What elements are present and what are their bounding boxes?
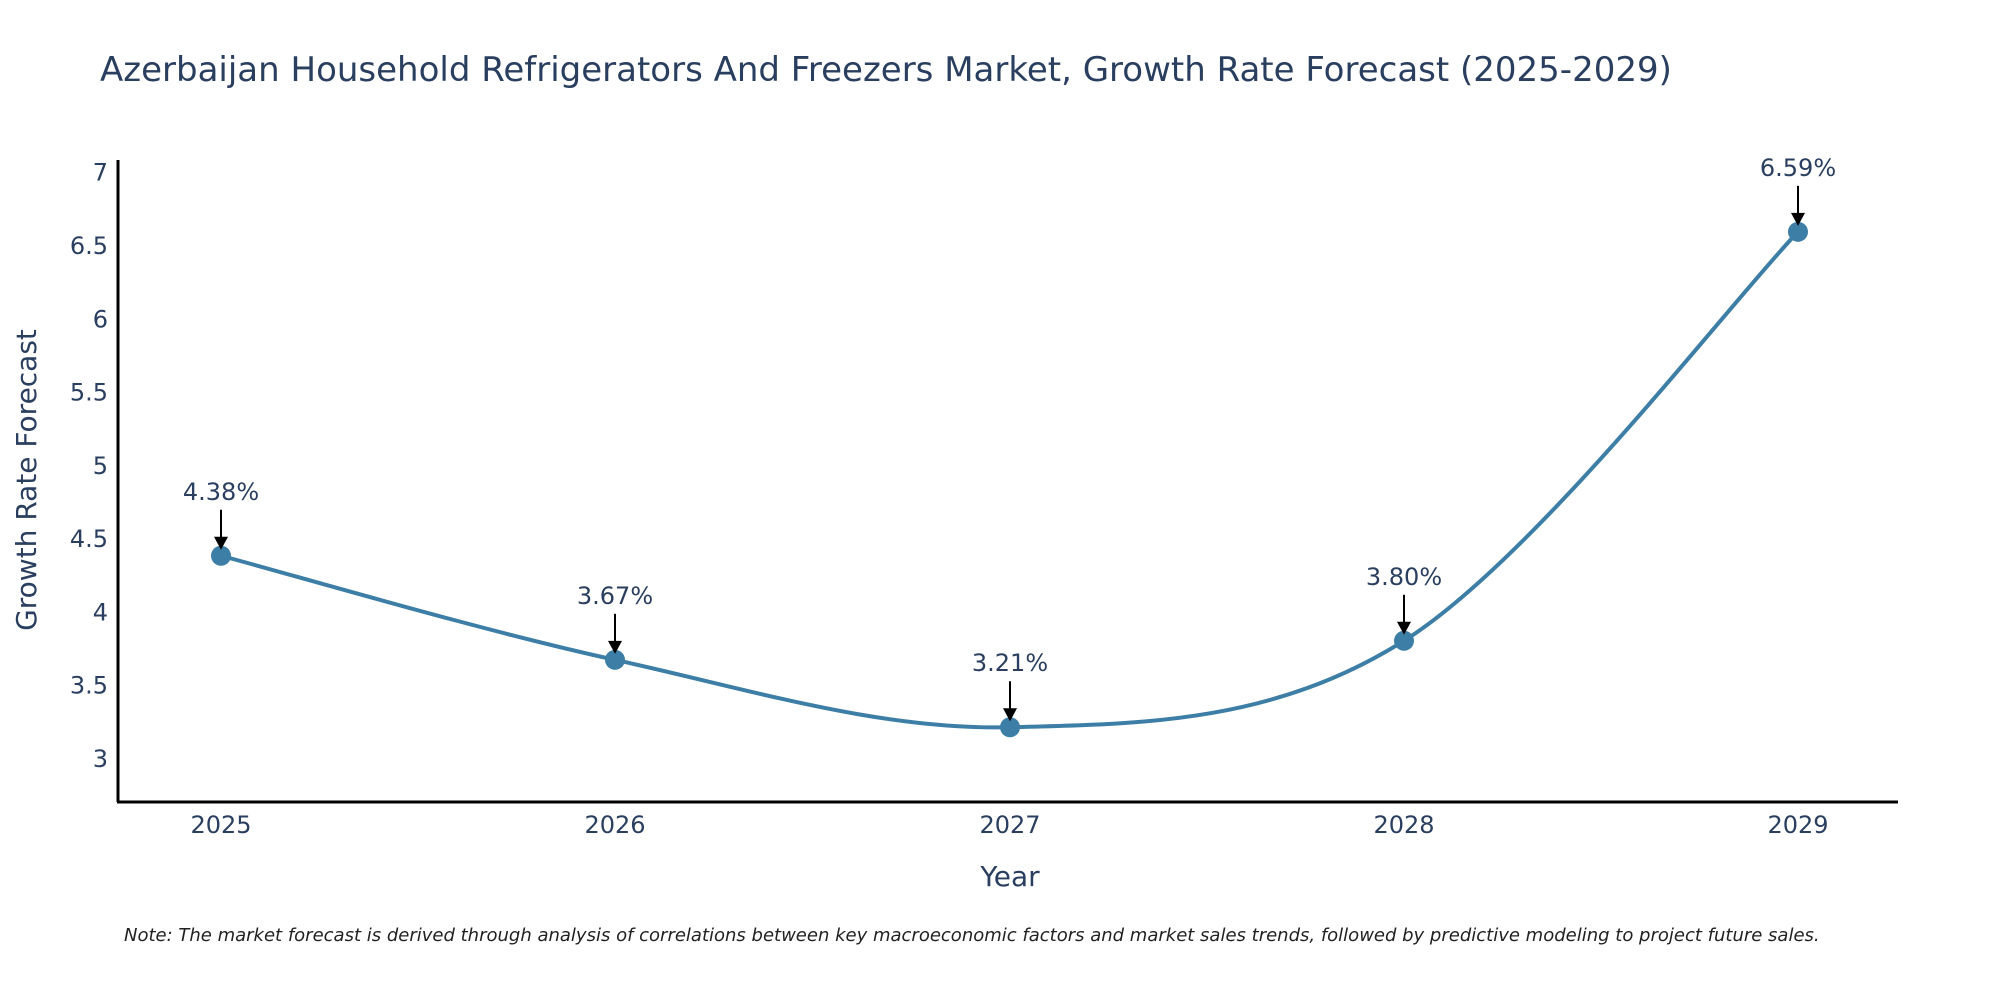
forecast-note: Note: The market forecast is derived thr… (124, 925, 1820, 946)
y-tick-label: 7 (93, 159, 108, 187)
data-label: 3.80% (1366, 563, 1442, 591)
y-tick-label: 4 (93, 598, 108, 626)
annotation-arrow-head (1003, 708, 1017, 722)
data-point (211, 545, 231, 566)
x-tick-label: 2025 (190, 811, 251, 839)
y-tick-label: 3 (93, 745, 108, 773)
x-tick-label: 2026 (584, 811, 645, 839)
annotation-arrow-head (1397, 621, 1411, 635)
data-point (605, 649, 625, 670)
y-tick-label: 5 (93, 452, 108, 480)
y-tick-label: 6 (93, 305, 108, 333)
data-point (1000, 717, 1020, 738)
x-tick-label: 2028 (1373, 811, 1434, 839)
data-point (1788, 221, 1808, 242)
y-tick-label: 6.5 (70, 232, 108, 260)
data-label: 4.38% (183, 478, 259, 506)
y-axis-ticks: 3 3.5 4 4.5 5 5.5 6 6.5 7 (70, 159, 108, 773)
y-tick-label: 5.5 (70, 379, 108, 407)
x-axis-ticks: 2025 2026 2027 2028 2029 (190, 811, 1828, 839)
annotation-arrow-head (214, 536, 228, 550)
data-point (1394, 630, 1414, 651)
x-axis-title: Year (979, 860, 1040, 893)
annotation-arrow-head (608, 640, 622, 654)
x-tick-label: 2029 (1767, 811, 1828, 839)
y-tick-label: 4.5 (70, 525, 108, 553)
data-markers (211, 221, 1808, 738)
chart-title: Azerbaijan Household Refrigerators And F… (100, 50, 1672, 90)
y-tick-label: 3.5 (70, 672, 108, 700)
data-label: 3.21% (972, 649, 1048, 677)
data-label: 3.67% (577, 582, 653, 610)
annotation-arrow-head (1791, 212, 1805, 226)
x-tick-label: 2027 (979, 811, 1040, 839)
data-label: 6.59% (1760, 154, 1836, 182)
data-annotations: 4.38% 3.67% 3.21% 3.80% 6.59% (183, 154, 1836, 722)
y-axis-title: Growth Rate Forecast (10, 329, 43, 631)
